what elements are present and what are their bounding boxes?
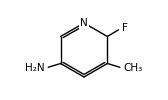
Text: N: N [80, 18, 88, 28]
Text: CH₃: CH₃ [124, 63, 143, 73]
Text: H₂N: H₂N [25, 63, 44, 73]
Text: F: F [122, 23, 128, 33]
